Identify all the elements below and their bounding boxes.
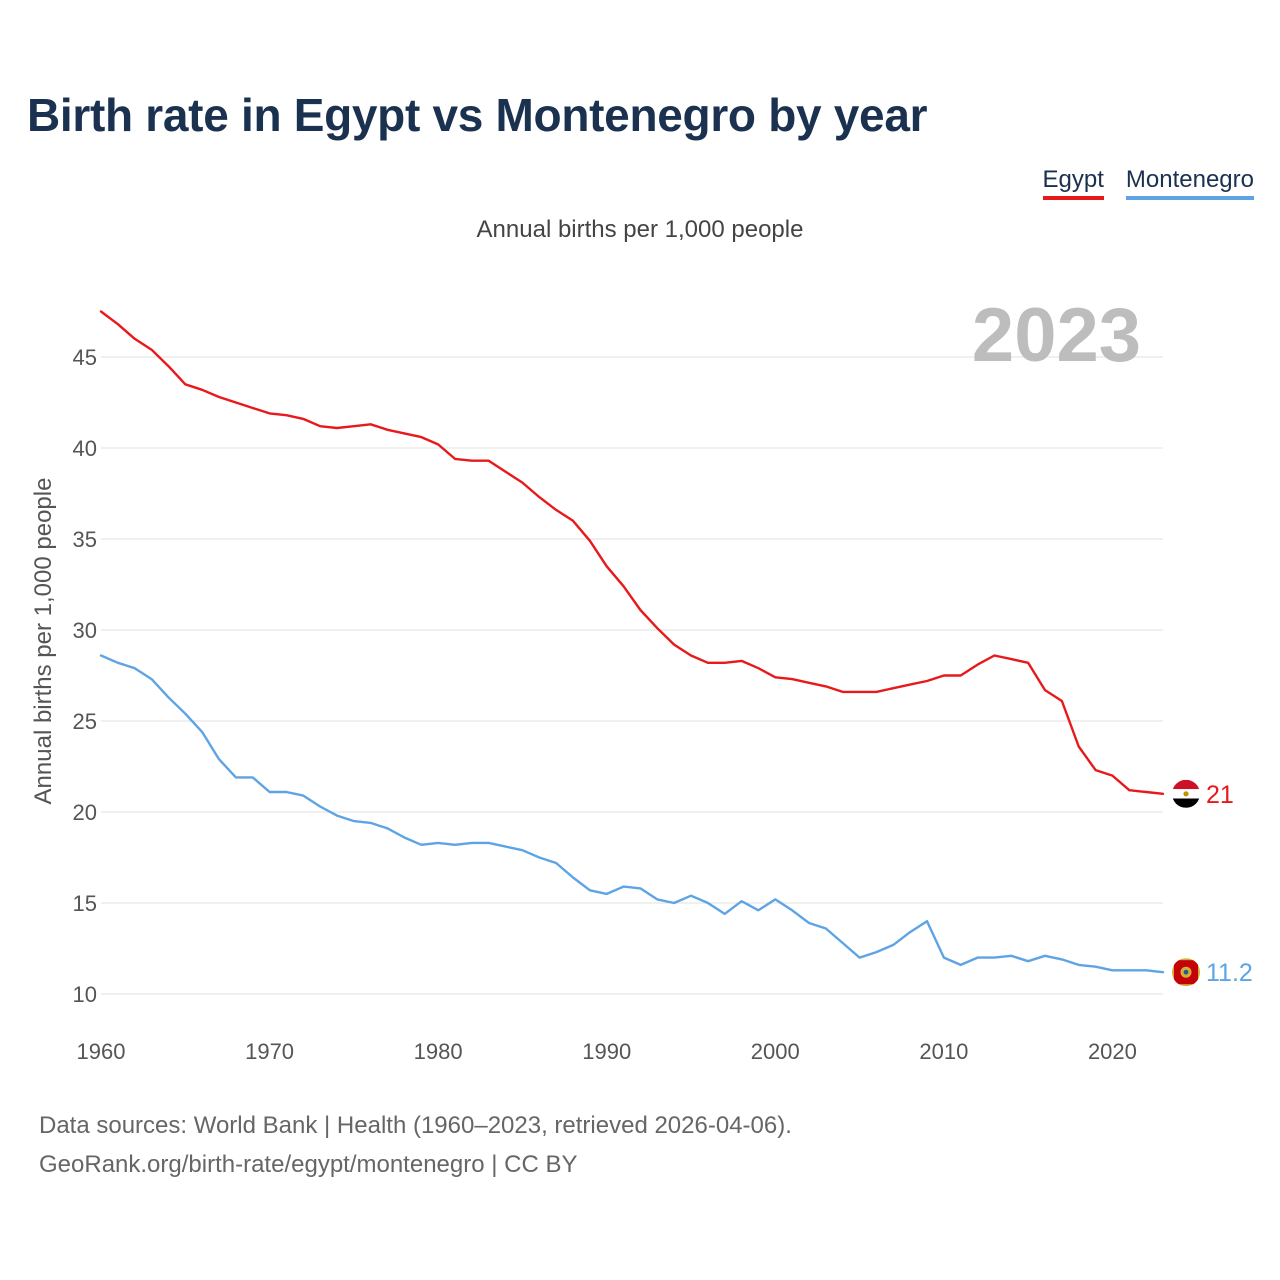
y-axis-label: Annual births per 1,000 people	[30, 478, 57, 805]
y-tick-label: 25	[73, 709, 97, 734]
x-tick-label: 1960	[77, 1039, 126, 1064]
y-tick-label: 30	[73, 618, 97, 643]
x-tick-label: 2000	[751, 1039, 800, 1064]
series-line-montenegro[interactable]	[99, 654, 1165, 974]
egypt-flag-icon	[1172, 779, 1200, 808]
y-axis-ticks: 10 15 20 25 30 35 40 45	[73, 345, 97, 1007]
footer-attribution[interactable]: GeoRank.org/birth-rate/egypt/montenegro …	[39, 1151, 578, 1178]
y-tick-label: 40	[73, 436, 97, 461]
chart-title: Birth rate in Egypt vs Montenegro by yea…	[27, 89, 928, 141]
grid-lines	[101, 356, 1163, 995]
x-tick-label: 2020	[1088, 1039, 1137, 1064]
end-labels: 21 11.2	[1206, 781, 1253, 987]
footer: Data sources: World Bank | Health (1960–…	[39, 1106, 792, 1184]
montenegro-flag-icon	[1172, 958, 1200, 987]
y-tick-label: 20	[73, 800, 97, 825]
end-markers	[1172, 779, 1200, 987]
y-tick-label: 15	[73, 891, 97, 916]
x-axis-ticks: 1960 1970 1980 1990 2000 2010 2020	[77, 1039, 1137, 1064]
end-label-montenegro: 11.2	[1206, 959, 1253, 987]
footer-sources: Data sources: World Bank | Health (1960–…	[39, 1112, 792, 1139]
x-tick-label: 1990	[582, 1039, 631, 1064]
x-tick-label: 2010	[919, 1039, 968, 1064]
y-tick-label: 45	[73, 345, 97, 370]
y-tick-label: 10	[73, 982, 97, 1007]
series-line-egypt[interactable]	[99, 310, 1165, 795]
y-tick-label: 35	[73, 527, 97, 552]
legend: Egypt Montenegro	[1042, 166, 1254, 200]
legend-item-egypt[interactable]: Egypt	[1042, 166, 1104, 200]
series-lines	[99, 310, 1165, 974]
end-label-egypt: 21	[1206, 781, 1234, 809]
year-badge: 2023	[972, 293, 1141, 378]
chart-subtitle: Annual births per 1,000 people	[476, 216, 804, 243]
x-tick-label: 1980	[414, 1039, 463, 1064]
legend-item-montenegro[interactable]: Montenegro	[1125, 166, 1254, 200]
x-tick-label: 1970	[245, 1039, 294, 1064]
